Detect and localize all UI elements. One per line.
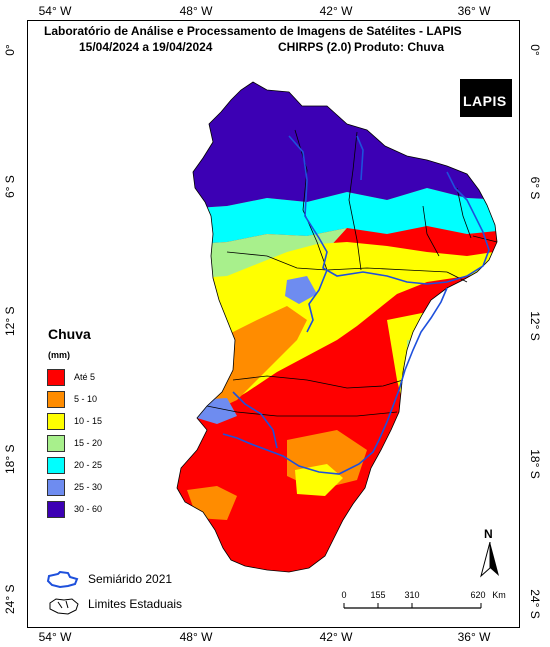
longitude-tick-top: 48° W <box>179 4 213 18</box>
scale-tick-label: 620 <box>470 590 486 600</box>
north-arrow-label: N <box>484 527 493 541</box>
map-product: CHIRPS (2.0) <box>278 40 352 54</box>
scale-tick-label: 155 <box>370 590 386 600</box>
semiarid-label: Semiárido 2021 <box>88 572 173 586</box>
latitude-tick-right: 24° S <box>528 589 542 619</box>
legend-class-label: Até 5 <box>74 372 96 382</box>
legend-title: Chuva <box>48 326 91 342</box>
scale-tick-label: 310 <box>404 590 420 600</box>
legend-class: 5 - 10 <box>47 391 247 408</box>
map-frame <box>27 20 520 628</box>
legend-class: 10 - 15 <box>47 413 247 430</box>
semiarid-swatch-icon <box>46 571 79 589</box>
lapis-logo-text: LAPIS <box>463 93 507 109</box>
map-variable: Produto: Chuva <box>354 40 444 54</box>
longitude-tick-top: 42° W <box>319 4 353 18</box>
states-legend-item: Limites Estaduais <box>46 595 266 615</box>
legend-swatch <box>47 501 65 518</box>
latitude-tick-right: 6° S <box>528 176 542 200</box>
legend-class-label: 30 - 60 <box>74 504 103 514</box>
latitude-tick-left: 18° S <box>3 444 17 474</box>
longitude-tick-bottom: 54° W <box>38 630 72 644</box>
rainfall-map <box>176 81 498 573</box>
states-swatch-icon <box>49 598 79 615</box>
legend-class: 30 - 60 <box>47 501 247 518</box>
longitude-tick-bottom: 42° W <box>319 630 353 644</box>
longitude-tick-top: 36° W <box>457 4 491 18</box>
longitude-tick-top: 54° W <box>38 4 72 18</box>
latitude-tick-right: 18° S <box>528 449 542 479</box>
scale-bar <box>343 603 482 609</box>
legend-swatch <box>47 413 65 430</box>
legend-class: 15 - 20 <box>47 435 247 452</box>
latitude-tick-left: 6° S <box>3 175 17 198</box>
states-label: Limites Estaduais <box>88 597 183 611</box>
legend-class: 20 - 25 <box>47 457 247 474</box>
legend-swatch <box>47 457 65 474</box>
longitude-tick-bottom: 48° W <box>179 630 213 644</box>
legend-class-label: 20 - 25 <box>74 460 103 470</box>
legend-class: 25 - 30 <box>47 479 247 496</box>
longitude-tick-bottom: 36° W <box>457 630 491 644</box>
legend-swatch <box>47 479 65 496</box>
map-date-range: 15/04/2024 a 19/04/2024 <box>79 40 213 54</box>
legend-swatch <box>47 435 65 452</box>
legend-swatch <box>47 369 65 386</box>
legend-class: Até 5 <box>47 369 247 386</box>
latitude-tick-left: 24° S <box>3 584 17 614</box>
semiarid-boundary <box>222 135 490 475</box>
latitude-tick-right: 0° <box>528 44 542 56</box>
map-title: Laboratório de Análise e Processamento d… <box>44 24 462 38</box>
legend-unit: (mm) <box>48 350 70 360</box>
legend-class-label: 25 - 30 <box>74 482 103 492</box>
lapis-logo: LAPIS <box>460 79 512 117</box>
latitude-tick-left: 0° <box>3 44 17 56</box>
legend-class-label: 10 - 15 <box>74 416 103 426</box>
legend-class-label: 5 - 10 <box>74 394 98 404</box>
scale-unit: Km <box>492 590 506 600</box>
north-arrow-icon <box>480 542 499 578</box>
semiarid-legend-item: Semiárido 2021 <box>46 570 266 590</box>
scale-tick-label: 0 <box>341 590 347 600</box>
legend-class-label: 15 - 20 <box>74 438 103 448</box>
latitude-tick-left: 12° S <box>3 306 17 336</box>
legend-swatch <box>47 391 65 408</box>
latitude-tick-right: 12° S <box>528 311 542 341</box>
